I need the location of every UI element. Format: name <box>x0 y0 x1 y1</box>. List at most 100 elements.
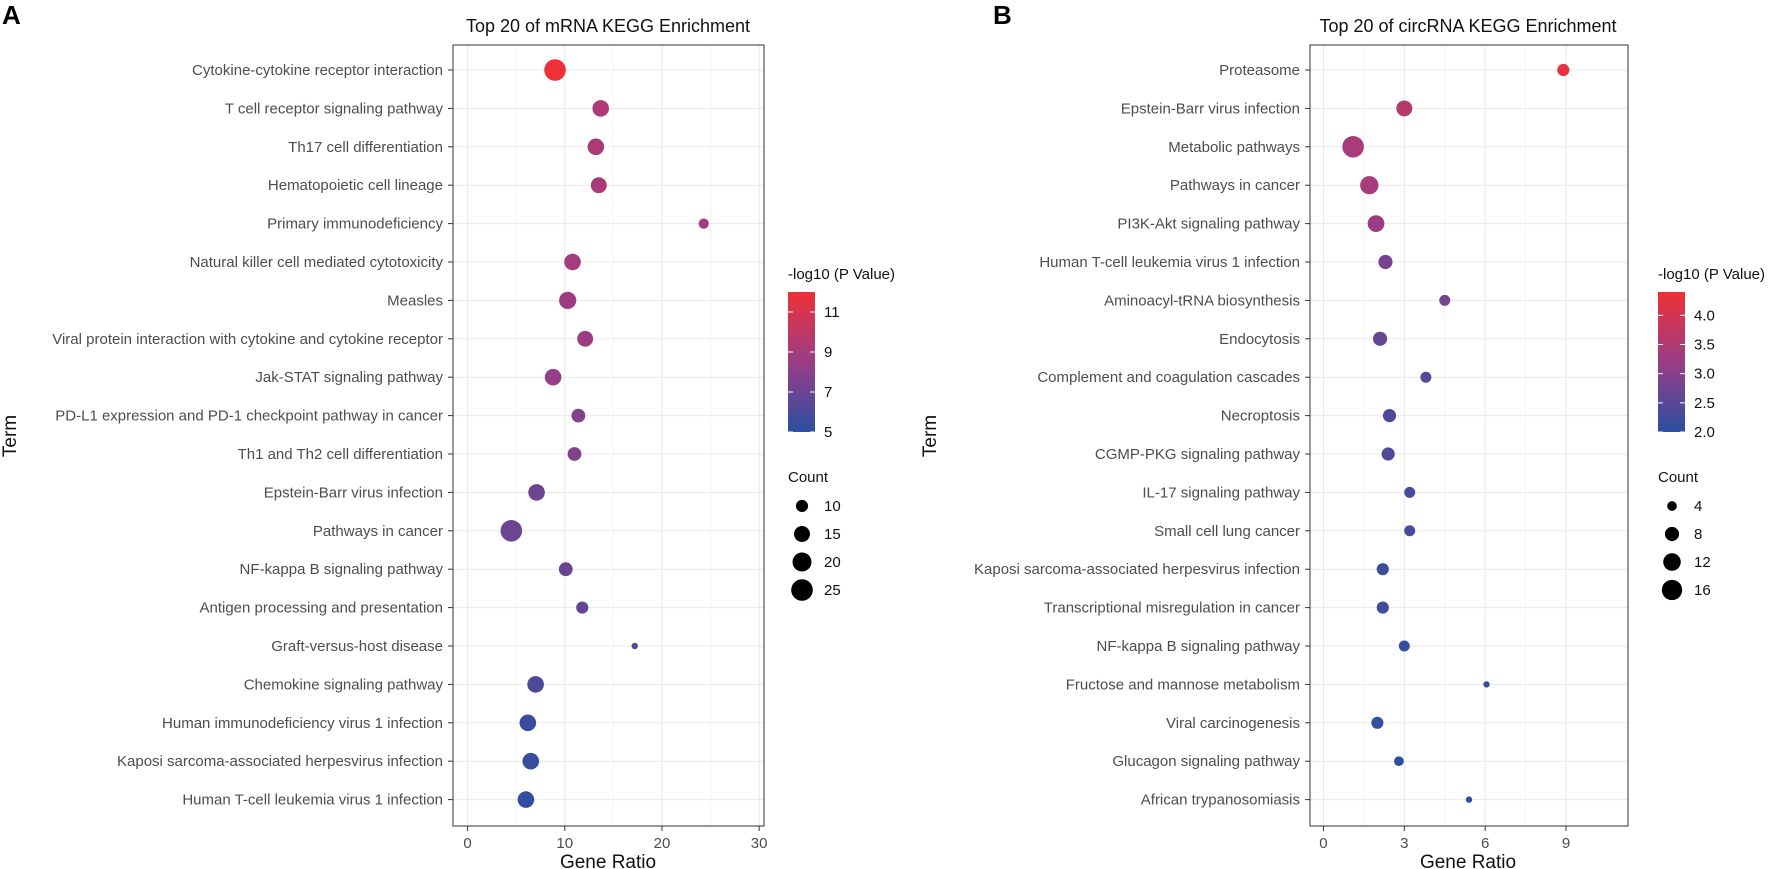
colorbar-tick-label: 11 <box>824 304 840 321</box>
term-label: Epstein-Barr virus infection <box>264 484 443 501</box>
data-point <box>576 601 589 614</box>
panel-a-y-axis-title: Term <box>0 415 21 457</box>
size-legend-label: 16 <box>1694 582 1711 599</box>
panel-a-color-legend: -log10 (P Value) 5 7 9 11 <box>788 266 895 441</box>
size-legend-label: 20 <box>824 554 841 571</box>
data-point <box>500 520 523 542</box>
data-point <box>1372 331 1388 346</box>
term-label: Human immunodeficiency virus 1 infection <box>162 715 443 732</box>
term-label: Antigen processing and presentation <box>199 600 443 617</box>
data-point <box>1483 681 1490 688</box>
data-point <box>1396 100 1413 117</box>
panel-b-points <box>1342 63 1570 803</box>
term-label: Primary immunodeficiency <box>267 216 443 233</box>
panel-a-size-legend: Count 10 15 20 25 <box>788 469 841 601</box>
panel-b-color-legend: -log10 (P Value) 2.0 2.5 3.0 3.5 4.0 <box>1658 266 1765 441</box>
panel-b-x-ticks: 0 3 6 9 <box>1319 826 1570 852</box>
panel-b-label: B <box>993 0 1012 30</box>
term-label: NF-kappa B signaling pathway <box>1097 638 1301 655</box>
panel-b-colorbar-ticks: 2.0 2.5 3.0 3.5 4.0 <box>1658 307 1715 441</box>
term-label: CGMP-PKG signaling pathway <box>1095 446 1301 463</box>
term-label: Necroptosis <box>1221 408 1300 425</box>
panel-b-gridlines <box>1310 45 1628 826</box>
data-point <box>592 100 610 117</box>
term-label: Chemokine signaling pathway <box>244 676 444 693</box>
term-label: Measles <box>387 292 443 309</box>
x-tick-label: 30 <box>751 835 768 852</box>
panel-b-color-legend-title: -log10 (P Value) <box>1658 266 1765 283</box>
term-label: Cytokine-cytokine receptor interaction <box>192 62 443 79</box>
size-legend-dot <box>794 526 810 542</box>
data-point <box>528 484 545 501</box>
data-point <box>577 330 594 347</box>
term-label: Fructose and mannose metabolism <box>1066 676 1300 693</box>
term-label: Endocytosis <box>1219 331 1300 348</box>
panel-a-x-ticks: 0 10 20 30 <box>463 826 767 852</box>
term-label: PD-L1 expression and PD-1 checkpoint pat… <box>55 408 443 425</box>
data-point <box>1342 136 1364 158</box>
data-point <box>519 714 537 732</box>
colorbar-tick-label: 5 <box>824 424 832 441</box>
x-tick-label: 3 <box>1400 835 1408 852</box>
data-point <box>1371 716 1384 729</box>
colorbar-tick-label: 2.0 <box>1694 424 1715 441</box>
data-point <box>544 59 566 81</box>
term-label: Epstein-Barr virus infection <box>1121 100 1300 117</box>
data-point <box>1404 486 1416 498</box>
term-label: Pathways in cancer <box>1170 177 1300 194</box>
size-legend-dot <box>791 579 813 601</box>
data-point <box>1420 371 1432 383</box>
size-legend-dot <box>792 552 812 572</box>
term-label: Complement and coagulation cascades <box>1037 369 1300 386</box>
size-legend-label: 15 <box>824 526 841 543</box>
term-label: Viral protein interaction with cytokine … <box>52 331 443 348</box>
panel-a-colorbar-ticks: 5 7 9 11 <box>788 304 840 441</box>
term-label: PI3K-Akt signaling pathway <box>1117 216 1300 233</box>
size-legend-dot <box>795 499 809 513</box>
panel-a-label: A <box>2 0 21 30</box>
panel-b-x-axis-title: Gene Ratio <box>1420 852 1516 869</box>
term-label: Small cell lung cancer <box>1154 523 1300 540</box>
data-point <box>517 791 535 808</box>
data-point <box>522 752 540 770</box>
data-point <box>590 177 607 194</box>
panel-b-term-labels: Proteasome Epstein-Barr virus infection Me… <box>974 62 1310 809</box>
data-point <box>559 291 577 310</box>
size-legend-label: 4 <box>1694 498 1702 515</box>
term-label: Proteasome <box>1219 62 1300 79</box>
x-tick-label: 9 <box>1562 835 1570 852</box>
panel-a-x-axis-title: Gene Ratio <box>560 852 656 869</box>
x-tick-label: 0 <box>463 835 471 852</box>
data-point <box>1376 563 1389 576</box>
data-point <box>1439 294 1451 306</box>
data-point <box>631 642 638 650</box>
term-label: Pathways in cancer <box>313 523 443 540</box>
term-label: T cell receptor signaling pathway <box>225 100 444 117</box>
term-label: NF-kappa B signaling pathway <box>240 561 444 578</box>
term-label: Aminoacyl-tRNA biosynthesis <box>1104 292 1300 309</box>
size-legend-label: 8 <box>1694 526 1702 543</box>
term-label: Th1 and Th2 cell differentiation <box>238 446 443 463</box>
term-label: Natural killer cell mediated cytotoxicit… <box>190 254 444 271</box>
data-point <box>527 676 544 693</box>
data-point <box>1382 409 1397 423</box>
colorbar-tick-label: 7 <box>824 384 832 401</box>
term-label: Jak-STAT signaling pathway <box>255 369 443 386</box>
term-label: Glucagon signaling pathway <box>1112 753 1300 770</box>
colorbar-tick-label: 2.5 <box>1694 395 1715 412</box>
panel-b-size-legend-items: 4 8 12 16 <box>1661 498 1711 601</box>
size-legend-dot <box>1661 579 1683 601</box>
x-tick-label: 10 <box>556 835 573 852</box>
term-label: Viral carcinogenesis <box>1166 715 1300 732</box>
data-point <box>698 218 709 229</box>
size-legend-dot <box>1667 501 1677 511</box>
panel-a-colorbar <box>788 292 815 432</box>
data-point <box>1394 756 1404 767</box>
term-label: Human T-cell leukemia virus 1 infection <box>1039 254 1300 271</box>
colorbar-tick-label: 3.5 <box>1694 337 1715 354</box>
term-label: Metabolic pathways <box>1168 139 1300 156</box>
size-legend-dot <box>1663 553 1681 571</box>
term-label: Hematopoietic cell lineage <box>268 177 443 194</box>
data-point <box>571 408 586 423</box>
